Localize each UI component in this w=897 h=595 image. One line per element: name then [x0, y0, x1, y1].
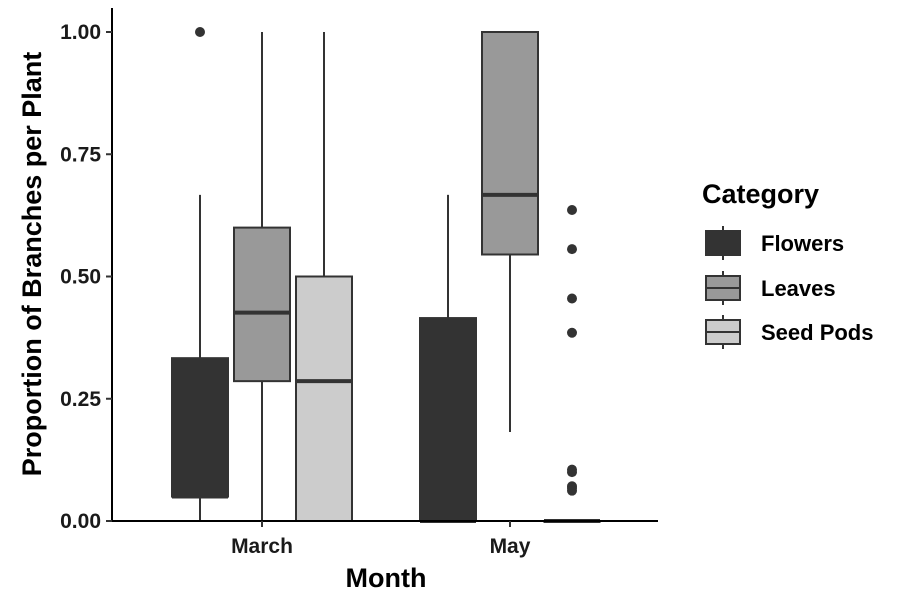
box-body — [171, 357, 229, 498]
y-tick-label: 0.00 — [60, 510, 101, 533]
y-axis-title: Proportion of Branches per Plant — [17, 52, 47, 477]
legend-label: Flowers — [761, 231, 844, 256]
box-body — [295, 275, 353, 522]
y-tick-label: 0.25 — [60, 388, 101, 411]
legend-label: Seed Pods — [761, 320, 873, 345]
plot-area — [171, 27, 601, 523]
x-tick-label: May — [490, 535, 531, 558]
y-tick-label: 0.75 — [60, 143, 101, 166]
outlier-point — [567, 204, 577, 215]
legend: Category Flowers Leaves Seed Pods — [702, 179, 873, 349]
x-tick-label: March — [231, 535, 293, 558]
outlier-point — [567, 327, 577, 338]
box-body — [233, 226, 291, 383]
outlier-point — [567, 467, 577, 478]
y-tick-label: 1.00 — [60, 21, 101, 44]
x-axis-ticks: March May — [231, 521, 531, 558]
legend-title: Category — [702, 179, 819, 209]
box-seed-pods-march — [295, 32, 353, 522]
y-tick-label: 0.50 — [60, 266, 101, 289]
box-leaves-march — [233, 32, 291, 521]
box-body — [481, 31, 539, 256]
box-body — [419, 317, 477, 522]
x-axis-title: Month — [346, 563, 427, 593]
legend-label: Leaves — [761, 276, 836, 301]
box-flowers-march — [171, 27, 229, 521]
outlier-point — [567, 293, 577, 304]
outlier-point — [195, 27, 205, 37]
outlier-point — [567, 244, 577, 255]
y-axis-ticks: 0.00 0.25 0.50 0.75 1.00 — [60, 21, 112, 533]
box-leaves-may — [481, 31, 539, 433]
box-flowers-may — [419, 194, 477, 523]
outlier-point — [567, 485, 577, 496]
box-seed-pods-may — [543, 204, 601, 523]
